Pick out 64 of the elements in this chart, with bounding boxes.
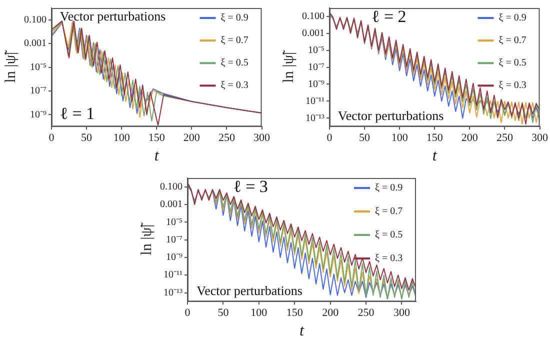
legend-label: ξ = 0.5 bbox=[498, 58, 526, 69]
y-tick-label: 10⁻⁷ bbox=[308, 62, 325, 73]
legend-label: ξ = 0.7 bbox=[220, 35, 248, 46]
x-tick-label: 50 bbox=[359, 132, 371, 144]
x-axis-title: t bbox=[154, 148, 160, 165]
x-tick-label: 100 bbox=[113, 132, 130, 144]
x-tick-label: 200 bbox=[322, 307, 340, 320]
annotation: ℓ = 3 bbox=[233, 177, 268, 196]
annotation: Vector perturbations bbox=[60, 8, 166, 24]
y-tick-label: 10⁻¹¹ bbox=[164, 270, 182, 281]
annotation: ℓ = 1 bbox=[60, 104, 95, 124]
x-tick-label: 50 bbox=[81, 132, 93, 144]
x-tick-label: 0 bbox=[48, 132, 55, 144]
y-axis-title: ln |ψ̃| bbox=[2, 50, 19, 83]
y-axis-title: ln |ψ̃| bbox=[138, 222, 155, 256]
x-axis-title: t bbox=[300, 322, 305, 340]
legend-label: ξ = 0.9 bbox=[375, 182, 403, 194]
y-tick-label: 0.100 bbox=[24, 14, 46, 26]
y-tick-label: 10⁻¹¹ bbox=[306, 96, 324, 107]
x-tick-label: 50 bbox=[218, 307, 230, 320]
legend-label: ξ = 0.3 bbox=[498, 80, 526, 92]
legend-label: ξ = 0.7 bbox=[375, 206, 403, 218]
legend-label: ξ = 0.7 bbox=[498, 35, 526, 46]
x-tick-label: 300 bbox=[393, 307, 410, 320]
x-tick-label: 250 bbox=[218, 132, 236, 144]
x-tick-label: 250 bbox=[496, 132, 514, 144]
y-tick-label: 0.001 bbox=[160, 199, 182, 210]
y-axis-title: ln |ψ̃| bbox=[280, 50, 297, 83]
y-tick-label: 0.001 bbox=[24, 38, 46, 50]
x-tick-label: 0 bbox=[184, 307, 191, 320]
y-tick-label: 10⁻⁵ bbox=[30, 62, 46, 73]
legend-label: ξ = 0.3 bbox=[375, 253, 403, 264]
x-tick-label: 150 bbox=[148, 132, 166, 144]
annotation: Vector perturbations bbox=[196, 282, 302, 298]
legend-label: ξ = 0.3 bbox=[220, 80, 248, 92]
y-tick-label: 0.100 bbox=[160, 181, 182, 192]
legend-label: ξ = 0.5 bbox=[220, 58, 248, 69]
x-tick-label: 0 bbox=[326, 132, 333, 144]
x-tick-label: 250 bbox=[358, 307, 375, 320]
legend-label: ξ = 0.5 bbox=[375, 230, 403, 241]
y-tick-label: 10⁻⁹ bbox=[308, 78, 325, 90]
y-tick-label: 0.100 bbox=[302, 11, 324, 22]
y-tick-label: 10⁻⁷ bbox=[166, 234, 183, 246]
y-tick-label: 10⁻¹³ bbox=[306, 112, 324, 124]
x-axis-title: t bbox=[432, 148, 438, 165]
x-tick-label: 150 bbox=[286, 307, 304, 320]
x-tick-label: 100 bbox=[391, 132, 408, 144]
legend-label: ξ = 0.9 bbox=[220, 12, 248, 24]
y-tick-label: 10⁻⁵ bbox=[308, 44, 324, 56]
x-tick-label: 200 bbox=[183, 132, 200, 144]
x-tick-label: 200 bbox=[461, 132, 478, 144]
y-tick-label: 10⁻⁹ bbox=[166, 252, 183, 264]
x-tick-label: 300 bbox=[254, 132, 270, 144]
y-tick-label: 10⁻⁵ bbox=[166, 216, 182, 228]
annotation: ℓ = 2 bbox=[372, 7, 406, 26]
legend-label: ξ = 0.9 bbox=[498, 12, 526, 24]
x-tick-label: 300 bbox=[532, 132, 548, 144]
y-tick-label: 0.001 bbox=[302, 28, 324, 40]
y-tick-label: 10⁻⁷ bbox=[30, 86, 47, 97]
x-tick-label: 150 bbox=[426, 132, 444, 144]
y-tick-label: 10⁻¹³ bbox=[164, 287, 182, 298]
y-tick-label: 10⁻⁹ bbox=[30, 109, 47, 120]
annotation: Vector perturbations bbox=[338, 108, 444, 123]
x-tick-label: 100 bbox=[250, 307, 268, 320]
